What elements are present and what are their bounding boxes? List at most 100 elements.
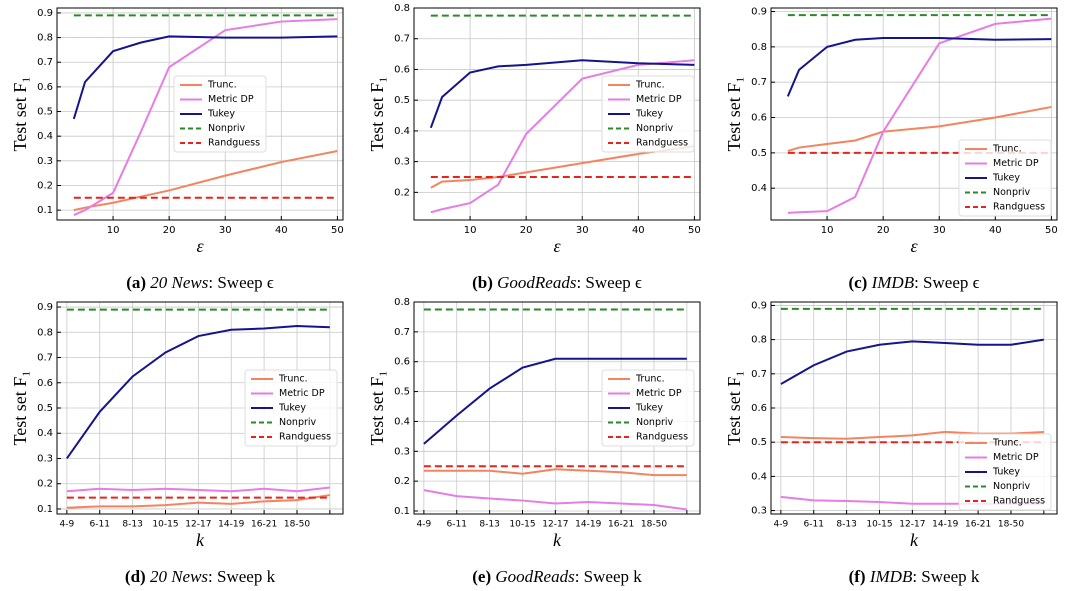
y-tick-label: 0.9 (37, 302, 53, 313)
legend-box (244, 369, 338, 447)
legend-label: Metric DP (993, 452, 1039, 463)
x-tick-label: 6-11 (804, 520, 824, 530)
caption-label: (a) (126, 273, 146, 292)
caption-label: (d) (125, 567, 146, 586)
caption-text: : Sweep ϵ (576, 273, 642, 292)
caption-label: (f) (849, 567, 866, 586)
caption-dataset: GoodReads (495, 567, 575, 586)
caption: (f) IMDB: Sweep k (849, 567, 980, 586)
plot-frame (56, 7, 344, 221)
series-line (787, 17, 1052, 214)
caption: (b) GoodReads: Sweep ϵ (472, 273, 642, 292)
legend-label: Nonpriv (636, 417, 674, 428)
caption-text: : Sweep k (208, 567, 276, 586)
x-tick-label: 8-13 (479, 520, 499, 530)
caption-label: (e) (472, 567, 491, 586)
y-tick-label: 0.1 (37, 504, 53, 515)
y-tick-label: 0.7 (394, 327, 410, 338)
x-tick-label: 14-19 (575, 520, 601, 530)
y-axis-label: Test set F₁ (724, 76, 744, 151)
x-tick-label: 8-13 (836, 520, 856, 530)
y-tick-label: 0.1 (37, 205, 53, 216)
series-line (786, 37, 1052, 97)
y-tick-label: 0.2 (37, 479, 53, 490)
legend-box (958, 433, 1052, 511)
y-axis-label: Test set F₁ (10, 76, 30, 151)
y-tick-label: 0.9 (37, 8, 53, 19)
series-line (66, 486, 330, 493)
y-tick-label: 0.6 (751, 113, 767, 124)
legend-label: Randguess (636, 138, 688, 149)
y-tick-label: 0.4 (751, 183, 767, 194)
plot-frame (413, 301, 701, 515)
x-tick-label: 10-15 (152, 520, 178, 530)
y-tick-label: 0.3 (37, 156, 53, 167)
x-axis-label: ε (553, 236, 561, 256)
x-tick-label: 10 (107, 225, 120, 236)
caption-dataset: IMDB (871, 273, 915, 292)
caption: (d) 20 News: Sweep k (125, 567, 276, 586)
y-tick-label: 0.5 (37, 107, 53, 118)
caption-text: : Sweep ϵ (914, 273, 980, 292)
legend-label: Metric DP (279, 388, 325, 399)
legend-label: Trunc. (635, 80, 665, 91)
x-tick-label: 30 (576, 225, 589, 236)
panel: 0.4 0.5 0.6 0.7 0.8 0.9 10 20 30 40 50 Trunc. Metric… (724, 7, 1058, 292)
series-line (423, 468, 687, 477)
y-tick-label: 0.5 (751, 437, 767, 448)
caption: (c) IMDB: Sweep ϵ (848, 273, 979, 292)
y-tick-label: 0.7 (751, 369, 767, 380)
y-tick-label: 0.7 (751, 77, 767, 88)
series-line (66, 494, 331, 509)
y-axis-label: Test set F₁ (367, 76, 387, 151)
legend-label: Randguess (993, 496, 1045, 507)
legend-box (173, 75, 267, 153)
y-tick-label: 0.8 (751, 42, 767, 53)
plot-frame (413, 7, 701, 221)
legend-label: Tukey (207, 109, 235, 120)
legend: Trunc. Metric DP Tukey Nonpriv Randguess (958, 139, 1052, 217)
x-tick-label: 30 (219, 225, 232, 236)
y-tick-label: 0.7 (37, 353, 53, 364)
legend-label: Trunc. (207, 80, 237, 91)
caption: (a) 20 News: Sweep ϵ (126, 273, 274, 292)
legend-box (601, 369, 695, 447)
legend-label: Nonpriv (993, 481, 1031, 492)
caption: (e) GoodReads: Sweep k (472, 567, 642, 586)
legend-label: Nonpriv (279, 417, 317, 428)
y-tick-label: 0.8 (37, 327, 53, 338)
x-tick-label: 4-9 (60, 520, 75, 530)
x-tick-label: 14-19 (932, 520, 958, 530)
legend-box (601, 75, 695, 153)
series-line (787, 105, 1052, 153)
legend-label: Tukey (635, 403, 663, 414)
x-tick-label: 16-21 (608, 520, 634, 530)
y-tick-label: 0.2 (394, 187, 410, 198)
y-tick-label: 0.3 (394, 157, 410, 168)
legend-label: Nonpriv (208, 123, 246, 134)
y-tick-label: 0.7 (37, 57, 53, 68)
x-tick-label: 6-11 (447, 520, 467, 530)
x-tick-label: 20 (520, 225, 533, 236)
x-tick-label: 10 (821, 225, 834, 236)
x-tick-label: 6-11 (90, 520, 110, 530)
panel: 0.3 0.4 0.5 0.6 0.7 0.8 0.9 4-9 6-11 8-13 10-15 12-… (724, 300, 1058, 586)
y-tick-label: 0.9 (751, 300, 767, 311)
x-tick-label: 10-15 (866, 520, 892, 530)
plot-frame (56, 301, 344, 515)
legend-label: Randguess (636, 432, 688, 443)
x-tick-label: 18-50 (284, 520, 310, 530)
series-line (72, 35, 338, 120)
x-tick-label: 50 (331, 225, 344, 236)
legend-label: Metric DP (636, 94, 682, 105)
legend-label: Randguess (993, 202, 1045, 213)
x-tick-label: 4-9 (774, 520, 789, 530)
x-tick-label: 18-50 (641, 520, 667, 530)
y-tick-label: 0.5 (394, 387, 410, 398)
x-tick-label: 18-50 (998, 520, 1024, 530)
legend-label: Tukey (992, 467, 1020, 478)
x-tick-label: 14-19 (218, 520, 244, 530)
y-tick-label: 0.3 (394, 446, 410, 457)
y-tick-label: 0.8 (751, 335, 767, 346)
x-tick-label: 16-21 (965, 520, 991, 530)
